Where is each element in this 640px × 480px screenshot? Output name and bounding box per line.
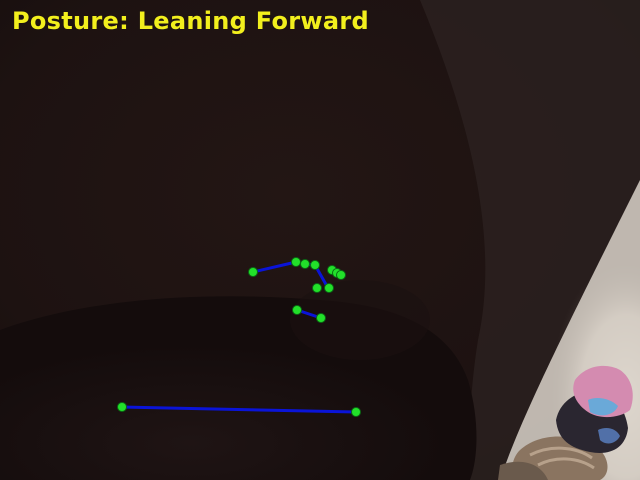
head-shadow <box>290 280 430 360</box>
keypoint-left-shoulder <box>117 402 127 412</box>
keypoint-nose-right <box>324 283 334 293</box>
posture-status-label: Posture: Leaning Forward <box>12 7 370 35</box>
blue-patch <box>588 398 618 416</box>
keypoint-nose <box>312 283 322 293</box>
keypoint-left-eye-inner <box>310 260 320 270</box>
keypoint-left-ear <box>248 267 258 277</box>
keypoint-mouth-left <box>292 305 302 315</box>
skeleton-lines <box>120 260 358 414</box>
keypoint-left-eye-outer <box>291 257 301 267</box>
keypoint-left-eye <box>300 259 310 269</box>
keypoint-right-eye-outer <box>336 270 346 280</box>
keypoints <box>117 257 361 417</box>
skeleton-line <box>251 260 298 274</box>
pink-toy <box>573 365 633 418</box>
keypoint-mouth-right <box>316 313 326 323</box>
keypoint-right-shoulder <box>351 407 361 417</box>
skeleton-line <box>120 405 358 414</box>
